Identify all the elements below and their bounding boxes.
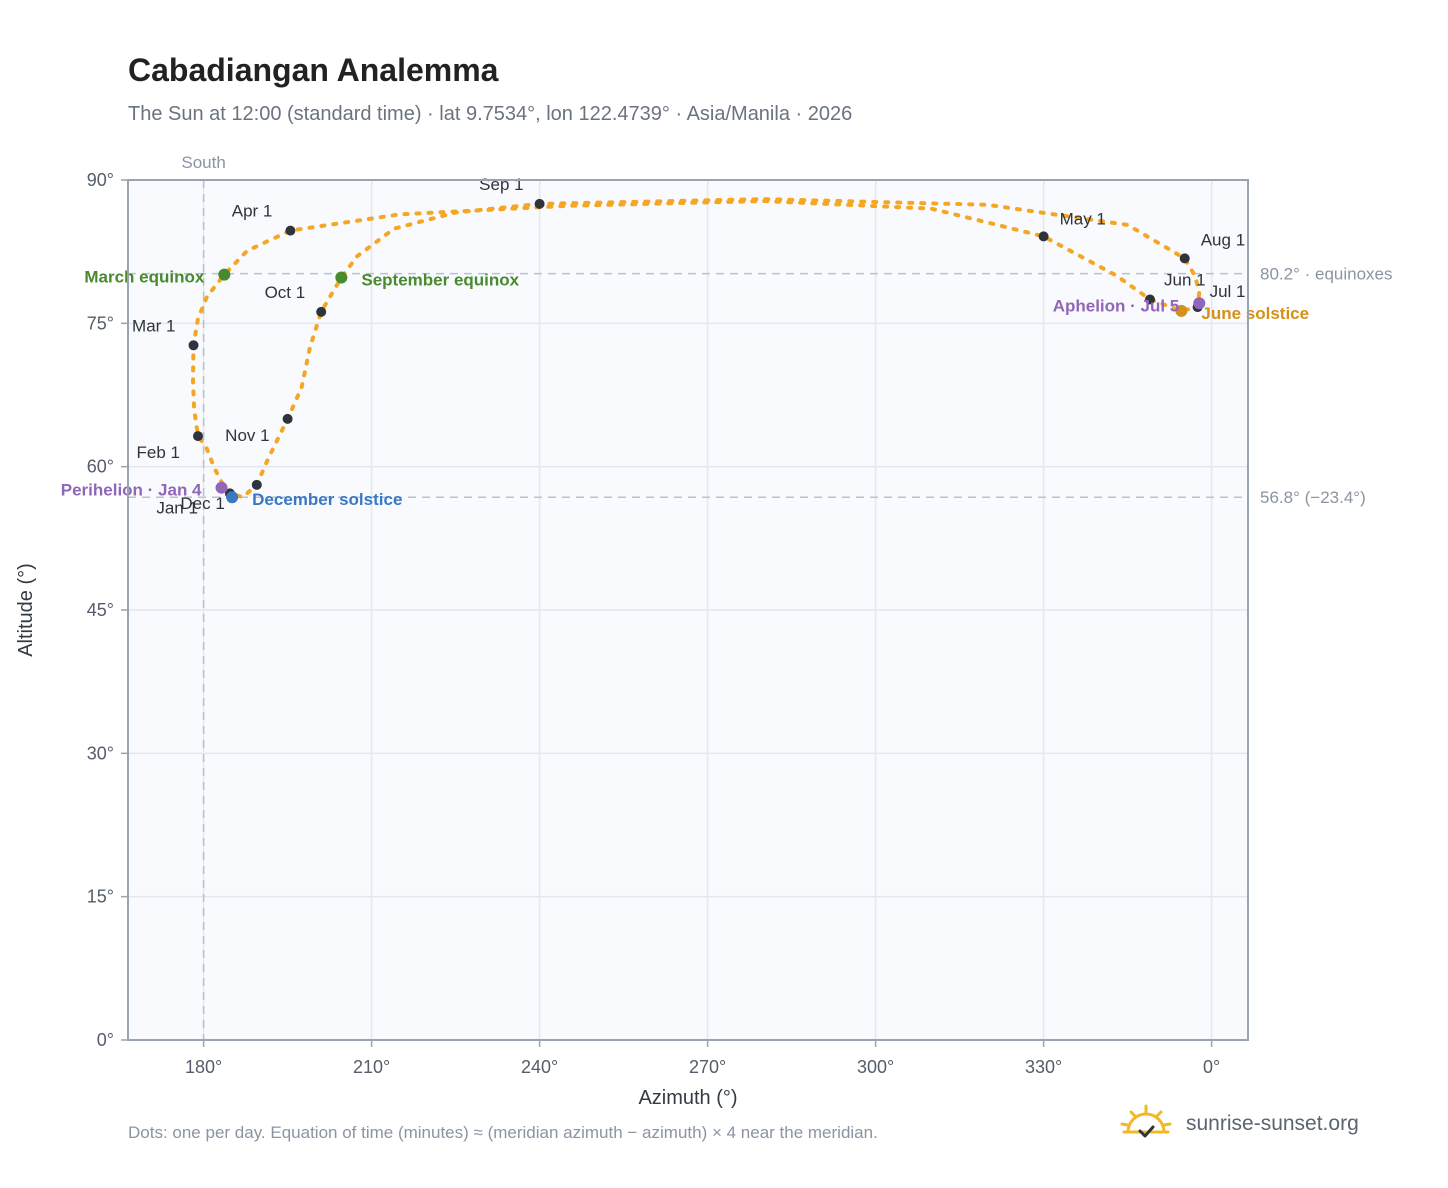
month-label: Feb 1: [137, 443, 180, 462]
chart-footnote: Dots: one per day. Equation of time (min…: [128, 1123, 878, 1142]
analemma-path: [191, 197, 1202, 500]
y-tick-label: 0°: [97, 1030, 114, 1050]
x-tick-label: 0°: [1203, 1057, 1220, 1077]
month-label: Aug 1: [1201, 230, 1245, 249]
month-label: Mar 1: [132, 316, 175, 335]
month-marker: [282, 413, 293, 424]
event-label: June solstice: [1201, 304, 1309, 323]
month-label: Jun 1: [1164, 270, 1206, 289]
event-label: September equinox: [361, 270, 519, 289]
y-tick-label: 45°: [87, 600, 114, 620]
axes: 180° 210° 240° 270° 300° 330° 0° 0° 15° 30° 45° 60°…: [15, 170, 1220, 1109]
month-label: Jul 1: [1210, 282, 1246, 301]
event-markers: March equinox September equinox December s…: [61, 268, 1309, 510]
x-tick-label: 180°: [185, 1057, 222, 1077]
event-marker: [1175, 304, 1188, 317]
x-tick-label: 270°: [689, 1057, 726, 1077]
month-marker: [285, 225, 296, 236]
event-label: Aphelion · Jul 5: [1053, 296, 1180, 315]
event-marker: [335, 271, 348, 284]
x-tick-label: 210°: [353, 1057, 390, 1077]
reference-lines: South 80.2° · equinoxes 56.8° (−23.4°): [128, 153, 1393, 1040]
month-label: May 1: [1060, 209, 1106, 228]
month-marker: [1145, 294, 1155, 305]
reference-line-label: 80.2° · equinoxes: [1260, 265, 1393, 284]
x-tick-label: 240°: [521, 1057, 558, 1077]
x-axis-title: Azimuth (°): [638, 1087, 737, 1109]
y-axis-title: Altitude (°): [15, 563, 37, 657]
month-label: Sep 1: [479, 175, 523, 194]
meridian-label: South: [181, 153, 225, 172]
brand-logo: sunrise-sunset.org: [1120, 1102, 1359, 1146]
x-tick-label: 330°: [1025, 1057, 1062, 1077]
event-marker: [226, 491, 239, 504]
chart-subtitle: The Sun at 12:00 (standard time) · lat 9…: [128, 103, 853, 125]
event-label: Perihelion · Jan 4: [61, 481, 202, 500]
y-tick-label: 60°: [87, 457, 114, 477]
reference-line-label: 56.8° (−23.4°): [1260, 488, 1366, 507]
event-label: December solstice: [252, 490, 402, 509]
month-marker: [193, 431, 203, 442]
analemma-curve: [191, 197, 1202, 500]
month-marker: [188, 340, 199, 351]
month-label: Oct 1: [265, 283, 306, 302]
month-label: Dec 1: [180, 494, 224, 513]
event-marker: [1193, 297, 1206, 310]
y-tick-label: 30°: [87, 743, 114, 763]
y-tick-label: 90°: [87, 170, 114, 190]
month-label: Jan 1: [156, 498, 198, 517]
month-marker: [1038, 231, 1049, 242]
month-marker: [316, 306, 327, 317]
y-tick-label: 15°: [87, 887, 114, 907]
event-label: March equinox: [84, 268, 205, 287]
y-tick-label: 75°: [87, 313, 114, 333]
month-marker: [251, 479, 262, 490]
chart-title: Cabadiangan Analemma: [128, 52, 499, 88]
month-marker: [1179, 253, 1190, 264]
month-label: Apr 1: [232, 202, 273, 221]
brand-name: sunrise-sunset.org: [1186, 1112, 1359, 1135]
month-marker: [534, 198, 545, 209]
x-tick-label: 300°: [857, 1057, 894, 1077]
event-marker: [215, 481, 228, 494]
month-label: Nov 1: [225, 426, 269, 445]
grid: [128, 179, 1248, 1041]
event-marker: [218, 268, 231, 281]
sun-logo-icon: [1120, 1104, 1172, 1138]
